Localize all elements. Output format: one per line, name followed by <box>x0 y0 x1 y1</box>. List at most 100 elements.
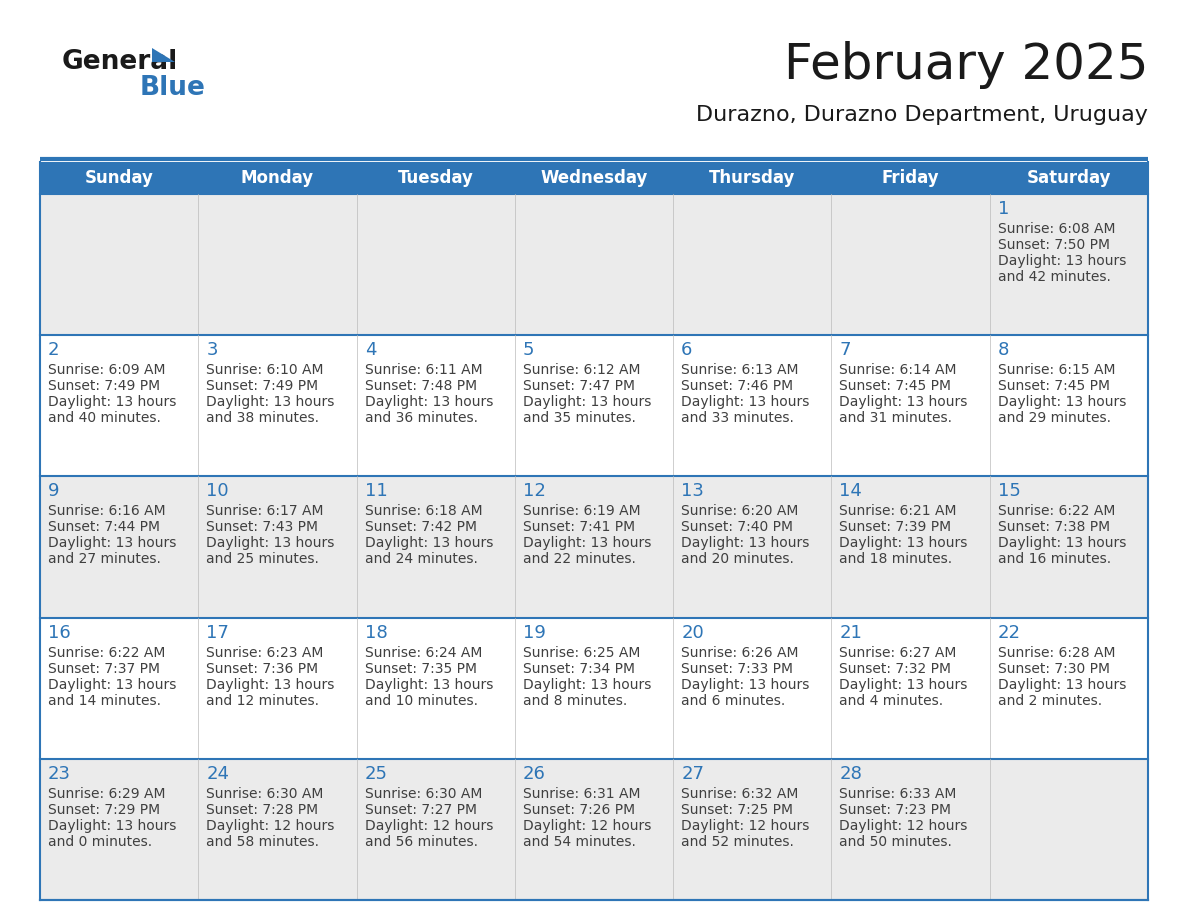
Bar <box>832 759 990 900</box>
Bar <box>990 618 1148 759</box>
Text: Sunrise: 6:26 AM: Sunrise: 6:26 AM <box>681 645 798 660</box>
Bar <box>990 194 1148 335</box>
Text: and 56 minutes.: and 56 minutes. <box>365 834 478 849</box>
Bar <box>356 476 514 618</box>
Text: Sunrise: 6:30 AM: Sunrise: 6:30 AM <box>207 787 323 800</box>
Text: Tuesday: Tuesday <box>398 169 474 187</box>
Text: Daylight: 13 hours: Daylight: 13 hours <box>998 396 1126 409</box>
Text: Sunrise: 6:20 AM: Sunrise: 6:20 AM <box>681 504 798 519</box>
Text: Daylight: 13 hours: Daylight: 13 hours <box>998 677 1126 691</box>
Text: 8: 8 <box>998 341 1009 359</box>
Text: and 22 minutes.: and 22 minutes. <box>523 553 636 566</box>
Text: Saturday: Saturday <box>1026 169 1111 187</box>
Text: 15: 15 <box>998 482 1020 500</box>
Text: Sunrise: 6:28 AM: Sunrise: 6:28 AM <box>998 645 1116 660</box>
Text: 23: 23 <box>48 765 71 783</box>
Text: and 36 minutes.: and 36 minutes. <box>365 411 478 425</box>
Bar <box>198 335 356 476</box>
Bar <box>40 194 198 335</box>
Text: and 20 minutes.: and 20 minutes. <box>681 553 794 566</box>
Text: and 29 minutes.: and 29 minutes. <box>998 411 1111 425</box>
Text: Daylight: 12 hours: Daylight: 12 hours <box>365 819 493 833</box>
Text: Thursday: Thursday <box>709 169 796 187</box>
Text: Sunrise: 6:08 AM: Sunrise: 6:08 AM <box>998 222 1116 236</box>
Bar <box>674 335 832 476</box>
Text: Sunset: 7:27 PM: Sunset: 7:27 PM <box>365 803 476 817</box>
Text: Sunrise: 6:21 AM: Sunrise: 6:21 AM <box>840 504 956 519</box>
Text: 19: 19 <box>523 623 545 642</box>
Text: Daylight: 13 hours: Daylight: 13 hours <box>840 536 968 551</box>
Bar <box>514 759 674 900</box>
Text: 7: 7 <box>840 341 851 359</box>
Text: Daylight: 12 hours: Daylight: 12 hours <box>523 819 651 833</box>
Text: and 38 minutes.: and 38 minutes. <box>207 411 320 425</box>
Bar <box>832 194 990 335</box>
Text: and 52 minutes.: and 52 minutes. <box>681 834 794 849</box>
Text: Daylight: 13 hours: Daylight: 13 hours <box>48 819 176 833</box>
Text: Daylight: 13 hours: Daylight: 13 hours <box>207 677 335 691</box>
Text: Monday: Monday <box>241 169 314 187</box>
Text: 16: 16 <box>48 623 71 642</box>
Bar <box>198 759 356 900</box>
Text: 2: 2 <box>48 341 59 359</box>
Text: Sunrise: 6:27 AM: Sunrise: 6:27 AM <box>840 645 956 660</box>
Bar <box>356 194 514 335</box>
Bar <box>40 162 1148 194</box>
Bar <box>832 476 990 618</box>
Text: Sunday: Sunday <box>84 169 153 187</box>
Bar <box>832 335 990 476</box>
Text: Daylight: 13 hours: Daylight: 13 hours <box>365 677 493 691</box>
Text: 13: 13 <box>681 482 704 500</box>
Text: Sunrise: 6:30 AM: Sunrise: 6:30 AM <box>365 787 482 800</box>
Text: Sunrise: 6:19 AM: Sunrise: 6:19 AM <box>523 504 640 519</box>
Text: Sunset: 7:46 PM: Sunset: 7:46 PM <box>681 379 794 393</box>
Bar <box>514 618 674 759</box>
Text: Sunset: 7:45 PM: Sunset: 7:45 PM <box>998 379 1110 393</box>
Text: 20: 20 <box>681 623 704 642</box>
Text: Sunset: 7:30 PM: Sunset: 7:30 PM <box>998 662 1110 676</box>
Text: 25: 25 <box>365 765 387 783</box>
Text: Sunrise: 6:15 AM: Sunrise: 6:15 AM <box>998 364 1116 377</box>
Text: and 0 minutes.: and 0 minutes. <box>48 834 152 849</box>
Bar <box>832 618 990 759</box>
Text: and 25 minutes.: and 25 minutes. <box>207 553 320 566</box>
Text: and 18 minutes.: and 18 minutes. <box>840 553 953 566</box>
Text: and 50 minutes.: and 50 minutes. <box>840 834 953 849</box>
Bar <box>198 476 356 618</box>
Text: and 58 minutes.: and 58 minutes. <box>207 834 320 849</box>
Text: Sunset: 7:42 PM: Sunset: 7:42 PM <box>365 521 476 534</box>
Text: Sunset: 7:48 PM: Sunset: 7:48 PM <box>365 379 476 393</box>
Text: Daylight: 13 hours: Daylight: 13 hours <box>523 677 651 691</box>
Text: Daylight: 13 hours: Daylight: 13 hours <box>207 396 335 409</box>
Text: 22: 22 <box>998 623 1020 642</box>
Text: Sunset: 7:39 PM: Sunset: 7:39 PM <box>840 521 952 534</box>
Text: Sunset: 7:36 PM: Sunset: 7:36 PM <box>207 662 318 676</box>
Text: Sunrise: 6:29 AM: Sunrise: 6:29 AM <box>48 787 165 800</box>
Text: Sunrise: 6:33 AM: Sunrise: 6:33 AM <box>840 787 956 800</box>
Text: and 27 minutes.: and 27 minutes. <box>48 553 160 566</box>
Text: Sunrise: 6:25 AM: Sunrise: 6:25 AM <box>523 645 640 660</box>
Text: 26: 26 <box>523 765 545 783</box>
Text: Sunrise: 6:14 AM: Sunrise: 6:14 AM <box>840 364 956 377</box>
Text: Sunrise: 6:13 AM: Sunrise: 6:13 AM <box>681 364 798 377</box>
Text: Daylight: 13 hours: Daylight: 13 hours <box>523 536 651 551</box>
Text: Daylight: 12 hours: Daylight: 12 hours <box>681 819 809 833</box>
Text: Sunset: 7:23 PM: Sunset: 7:23 PM <box>840 803 952 817</box>
Text: February 2025: February 2025 <box>784 41 1148 89</box>
Text: Sunset: 7:33 PM: Sunset: 7:33 PM <box>681 662 794 676</box>
Text: Daylight: 13 hours: Daylight: 13 hours <box>840 396 968 409</box>
Bar <box>674 618 832 759</box>
Text: and 12 minutes.: and 12 minutes. <box>207 694 320 708</box>
Text: Sunset: 7:43 PM: Sunset: 7:43 PM <box>207 521 318 534</box>
Text: General: General <box>62 49 178 75</box>
Text: Sunset: 7:45 PM: Sunset: 7:45 PM <box>840 379 952 393</box>
Text: 10: 10 <box>207 482 229 500</box>
Text: Sunset: 7:26 PM: Sunset: 7:26 PM <box>523 803 634 817</box>
Text: Daylight: 13 hours: Daylight: 13 hours <box>523 396 651 409</box>
Text: and 31 minutes.: and 31 minutes. <box>840 411 953 425</box>
Text: and 4 minutes.: and 4 minutes. <box>840 694 943 708</box>
Text: Daylight: 12 hours: Daylight: 12 hours <box>207 819 335 833</box>
Bar <box>40 476 198 618</box>
Text: 12: 12 <box>523 482 545 500</box>
Text: Daylight: 13 hours: Daylight: 13 hours <box>48 677 176 691</box>
